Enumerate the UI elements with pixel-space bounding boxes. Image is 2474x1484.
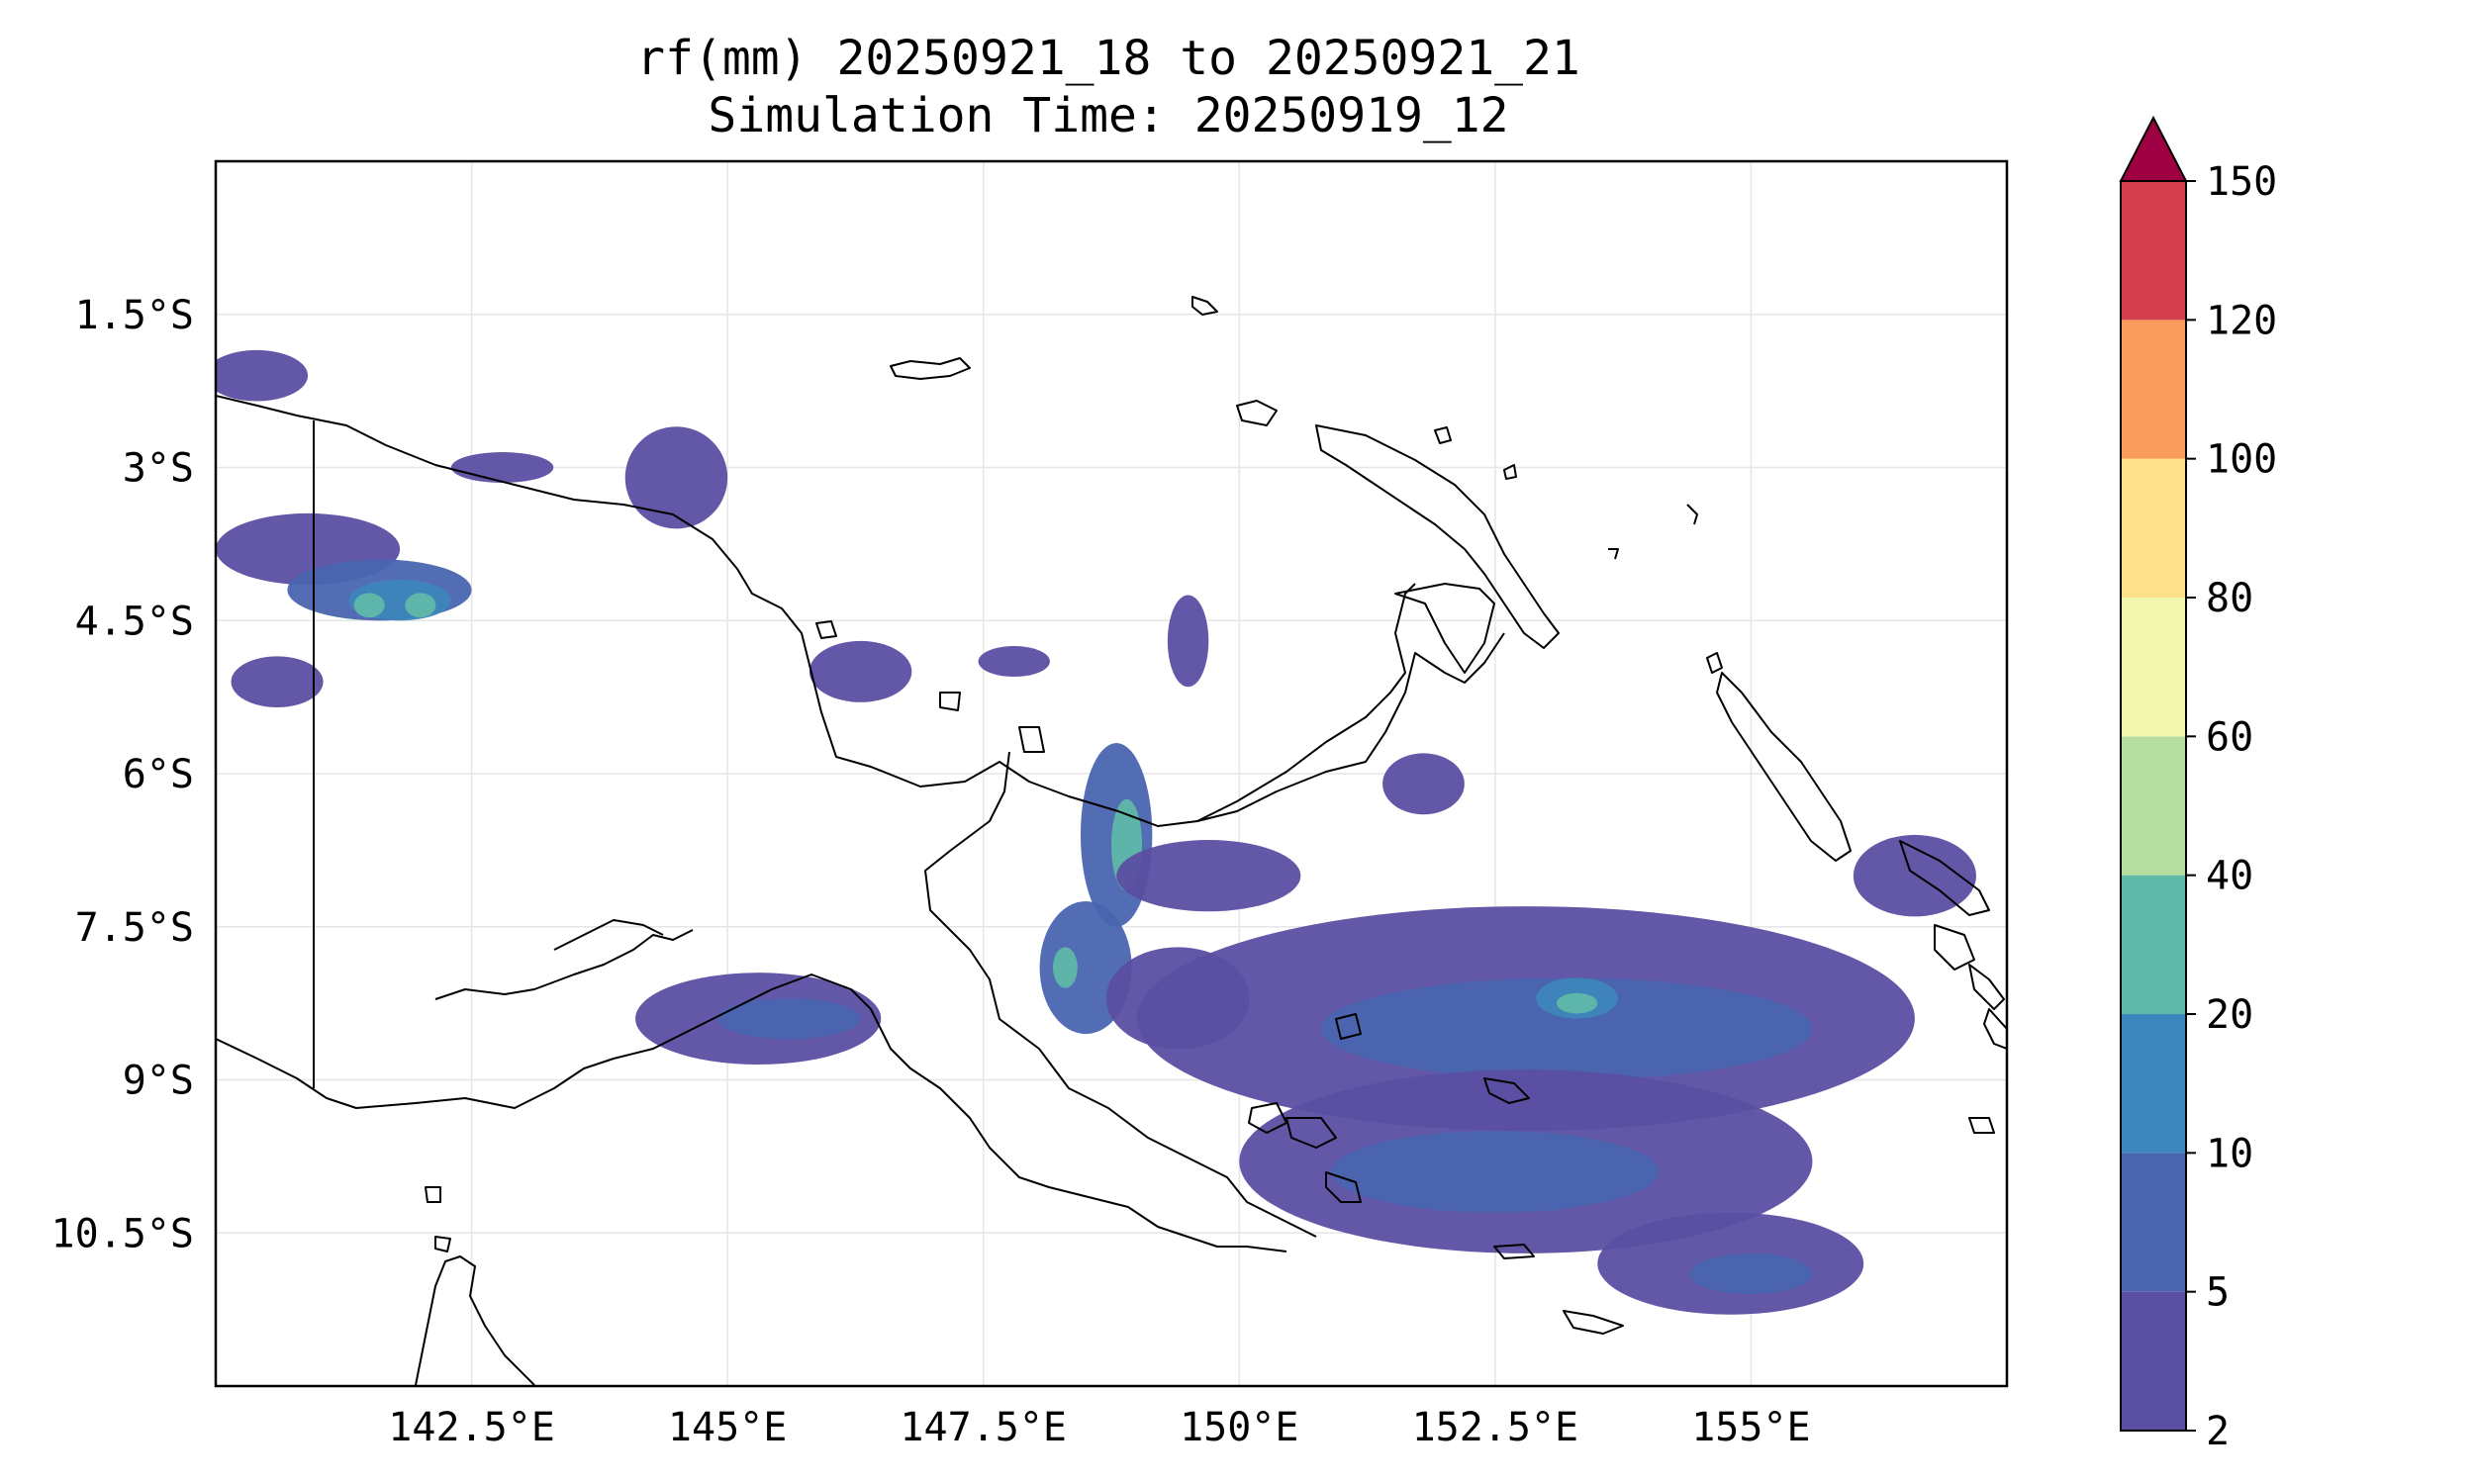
rossel-island bbox=[1563, 1310, 1624, 1335]
normanby-island bbox=[1325, 1171, 1362, 1203]
colorbar-label-4: 40 bbox=[2206, 854, 2253, 899]
north-islet-2 bbox=[1608, 548, 1619, 560]
lat-label-1: 3°S bbox=[123, 446, 194, 492]
new-guinea-north-coast bbox=[216, 395, 1416, 827]
colorbar-label-2: 10 bbox=[2206, 1131, 2253, 1176]
buka bbox=[1706, 652, 1723, 674]
rain-cell-9 bbox=[809, 640, 912, 702]
colorbar-label-8: 120 bbox=[2206, 298, 2277, 343]
colorbar-label-7: 100 bbox=[2206, 437, 2277, 483]
lon-label-0: 142.5°E bbox=[388, 1405, 555, 1450]
png-south-coast bbox=[216, 974, 1287, 1252]
rainfall-field bbox=[216, 349, 1976, 1315]
gulf-rivers bbox=[553, 919, 664, 951]
lat-label-5: 9°S bbox=[123, 1059, 194, 1104]
colorbar-segment-2 bbox=[2121, 1014, 2186, 1154]
manus-island bbox=[890, 357, 971, 380]
latitude-tick-labels: 1.5°S 3°S 4.5°S 6°S 7.5°S 9°S 10.5°S bbox=[51, 293, 195, 1257]
new-britain-east bbox=[1196, 632, 1505, 822]
colorbar-segment-7 bbox=[2121, 320, 2186, 459]
rain-cell-25 bbox=[1331, 1131, 1660, 1213]
colorbar-label-3: 20 bbox=[2206, 992, 2253, 1038]
north-islet-4 bbox=[1434, 426, 1452, 444]
colorbar-segment-3 bbox=[2121, 875, 2186, 1014]
trobriand-island bbox=[1335, 1013, 1362, 1040]
rain-cell-10 bbox=[978, 646, 1050, 677]
colorbar-label-1: 5 bbox=[2206, 1270, 2230, 1316]
png-east-coast bbox=[924, 751, 1317, 1238]
rain-cell-29 bbox=[1382, 753, 1465, 815]
colorbar-frame bbox=[2120, 180, 2187, 1432]
colorbar-segment-8 bbox=[2121, 181, 2186, 321]
rain-cell-21 bbox=[1321, 977, 1813, 1080]
colorbar-segment-6 bbox=[2121, 458, 2186, 598]
colorbar-extend-arrow bbox=[2119, 115, 2188, 182]
rain-cell-27 bbox=[1689, 1252, 1813, 1295]
solomon-east bbox=[1983, 1008, 2007, 1050]
sudest-island bbox=[1493, 1244, 1535, 1259]
lon-label-1: 145°E bbox=[668, 1405, 787, 1450]
colorbar-segment-4 bbox=[2121, 736, 2186, 876]
rain-cell-16 bbox=[1053, 947, 1078, 988]
rain-cell-4 bbox=[405, 593, 436, 618]
north-islet-1 bbox=[1686, 504, 1698, 525]
lon-label-5: 155°E bbox=[1691, 1405, 1810, 1450]
goodenough-island bbox=[1248, 1102, 1287, 1134]
rain-cell-6 bbox=[231, 656, 324, 707]
longitude-tick-labels: 142.5°E 145°E 147.5°E 150°E 152.5°E 155°E bbox=[388, 1405, 1810, 1450]
lat-label-4: 7.5°S bbox=[75, 905, 194, 951]
title-line-2: Simulation Time: 20250919_12 bbox=[708, 88, 1509, 143]
map-frame bbox=[214, 159, 2009, 1388]
mussau bbox=[1191, 296, 1218, 316]
cape-york bbox=[415, 1255, 535, 1386]
lat-label-6: 10.5°S bbox=[51, 1211, 195, 1256]
colorbar-segment-0 bbox=[2121, 1291, 2186, 1431]
fergusson-island bbox=[1285, 1117, 1337, 1149]
rain-cell-11 bbox=[1167, 595, 1209, 688]
title-line-1: rf(mm) 20250921_18 to 20250921_21 bbox=[636, 31, 1580, 86]
colorbar-label-9: 150 bbox=[2206, 159, 2277, 205]
umboi-island bbox=[1018, 726, 1045, 753]
colorbar-label-0: 2 bbox=[2206, 1409, 2230, 1454]
north-islet-3 bbox=[1503, 464, 1517, 480]
colorbar-segment-1 bbox=[2121, 1153, 2186, 1292]
colorbar-label-6: 80 bbox=[2206, 576, 2253, 621]
colorbar: 2 5 10 20 40 60 80 100 120 150 bbox=[2119, 115, 2277, 1454]
colorbar-segment-5 bbox=[2121, 598, 2186, 737]
gulf-coast bbox=[434, 929, 694, 1000]
colorbar-label-5: 60 bbox=[2206, 714, 2253, 760]
rain-cell-5 bbox=[216, 349, 309, 402]
rain-cell-23 bbox=[1556, 992, 1598, 1014]
lat-label-0: 1.5°S bbox=[75, 293, 194, 338]
solomon-south bbox=[1968, 1117, 1995, 1134]
long-island bbox=[939, 692, 961, 711]
rain-cell-19 bbox=[716, 997, 861, 1040]
islet-1 bbox=[1236, 400, 1278, 426]
lat-label-2: 4.5°S bbox=[75, 599, 194, 644]
santa-isabel bbox=[1968, 964, 2005, 1010]
new-ireland bbox=[1315, 424, 1560, 649]
torres-island-2 bbox=[434, 1236, 451, 1252]
coastlines bbox=[216, 296, 2007, 1386]
torres-island-1 bbox=[425, 1186, 441, 1203]
lat-label-3: 6°S bbox=[123, 752, 194, 797]
lon-label-3: 150°E bbox=[1180, 1405, 1298, 1450]
rain-cell-14 bbox=[1116, 840, 1301, 912]
choiseul bbox=[1899, 840, 1990, 916]
rain-cell-7 bbox=[624, 426, 728, 529]
karkar-island bbox=[815, 620, 837, 639]
rain-cell-3 bbox=[353, 593, 385, 618]
map-title: rf(mm) 20250921_18 to 20250921_21 Simula… bbox=[0, 30, 2217, 144]
bougainville bbox=[1716, 672, 1852, 862]
new-britain bbox=[1394, 583, 1495, 674]
rain-cell-8 bbox=[450, 452, 554, 483]
lon-label-4: 152.5°E bbox=[1412, 1405, 1579, 1450]
woodlark-island bbox=[1483, 1077, 1530, 1104]
new-georgia bbox=[1934, 924, 1975, 971]
lon-label-2: 147.5°E bbox=[900, 1405, 1067, 1450]
